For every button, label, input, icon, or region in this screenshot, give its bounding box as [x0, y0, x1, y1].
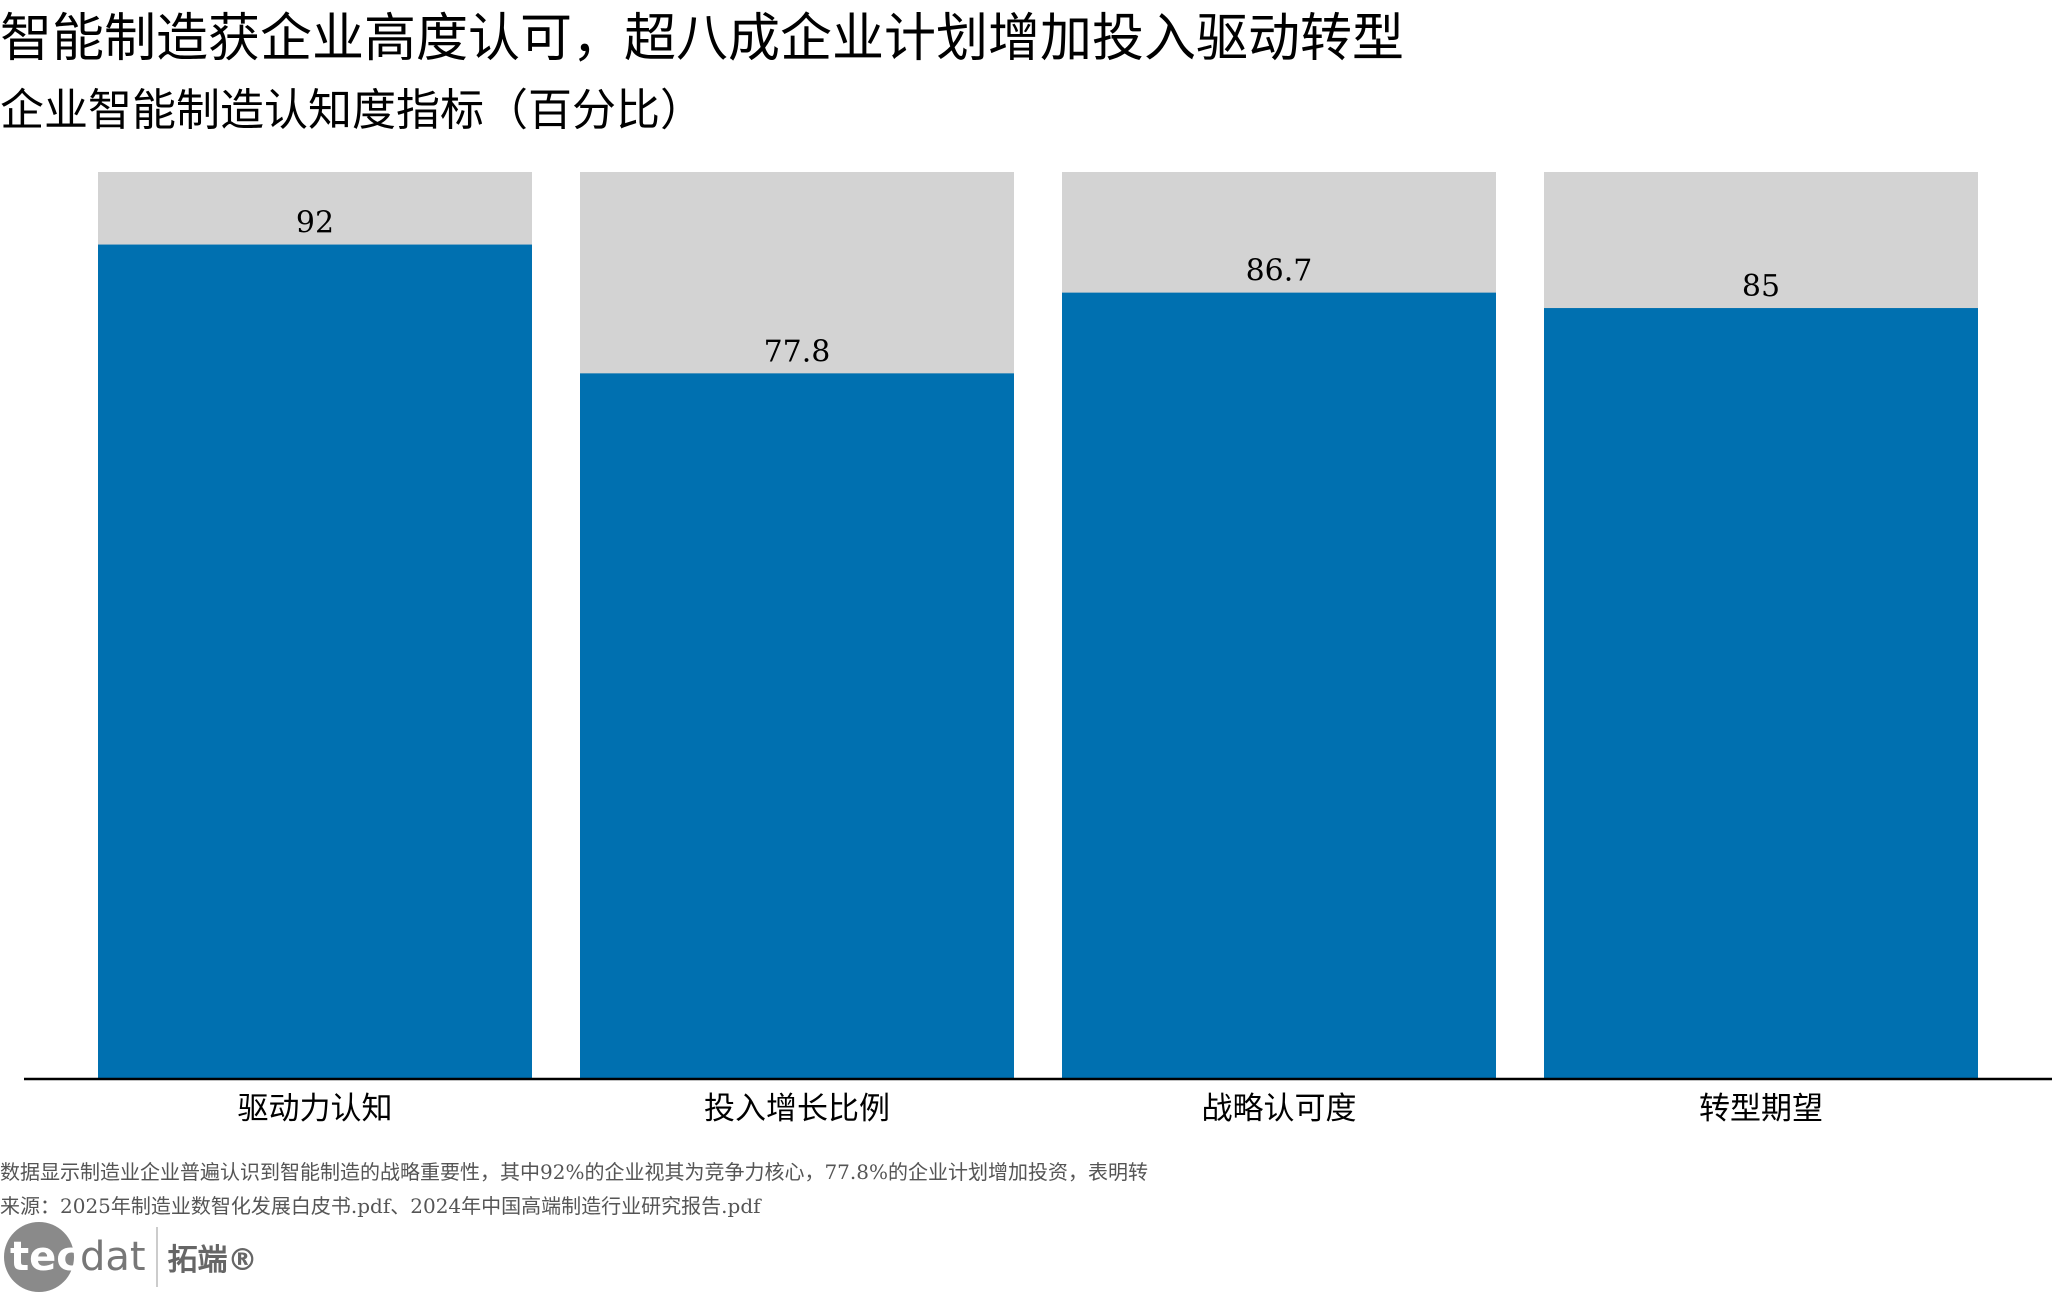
value-bar — [98, 244, 532, 1079]
category-label: 转型期望 — [1699, 1091, 1823, 1127]
tecdat-logo: tecdat 拓端® — [4, 1222, 258, 1292]
footer-note: 数据显示制造业企业普遍认识到智能制造的战略重要性，其中92%的企业视其为竞争力核… — [0, 1160, 1148, 1184]
logo-circle — [4, 1222, 74, 1292]
logo-wordmark: tecdat — [4, 1234, 146, 1280]
footer-source: 来源：2025年制造业数智化发展白皮书.pdf、2024年中国高端制造行业研究报… — [0, 1194, 761, 1218]
value-bar — [580, 373, 1014, 1079]
value-bar — [1062, 292, 1496, 1080]
data-label: 85 — [1742, 269, 1780, 304]
data-label: 86.7 — [1246, 254, 1313, 289]
category-label: 驱动力认知 — [238, 1091, 393, 1127]
logo-text-b: dat — [79, 1234, 146, 1280]
bar-chart: 92 驱动力认知 77.8 投入增长比例 86.7 战略认可度 85 转型期望 — [24, 172, 2052, 1127]
category-label: 战略认可度 — [1202, 1091, 1357, 1127]
logo-divider — [155, 1227, 158, 1287]
data-label: 77.8 — [764, 334, 831, 369]
logo-cn: 拓端® — [167, 1243, 258, 1278]
chart-subtitle: 企业智能制造认知度指标（百分比） — [0, 85, 704, 136]
value-bar — [1544, 308, 1978, 1079]
category-label: 投入增长比例 — [704, 1091, 890, 1127]
logo-text-a: tec — [10, 1234, 80, 1280]
chart-title: 智能制造获企业高度认可，超八成企业计划增加投入驱动转型 — [0, 9, 1405, 69]
data-label: 92 — [296, 206, 334, 241]
